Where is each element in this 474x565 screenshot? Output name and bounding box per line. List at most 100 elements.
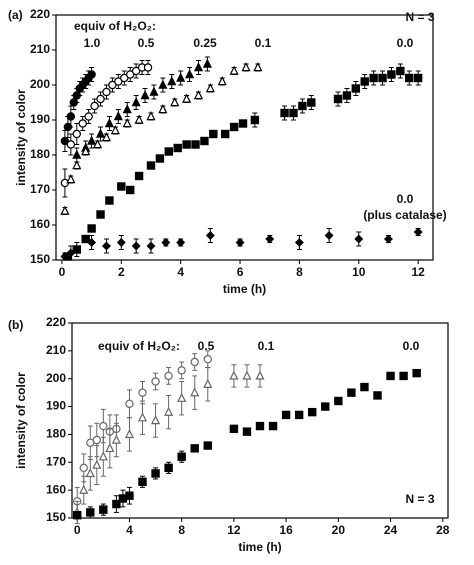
- marker: [102, 87, 111, 97]
- x-axis-label: time (h): [223, 282, 266, 296]
- marker: [242, 427, 252, 436]
- marker: [289, 108, 298, 118]
- marker: [324, 231, 334, 240]
- y-tick-label: 220: [30, 7, 50, 21]
- marker: [81, 146, 91, 156]
- marker: [217, 76, 227, 86]
- y-tick-label: 210: [30, 42, 50, 56]
- series-label: 0.1: [258, 339, 275, 353]
- marker: [190, 387, 200, 397]
- marker: [203, 441, 212, 450]
- marker: [66, 174, 76, 184]
- series-label: 0.0: [403, 339, 420, 353]
- y-tick-label: 150: [46, 510, 66, 524]
- x-tick-label: 20: [332, 523, 346, 537]
- marker: [294, 410, 304, 420]
- marker: [138, 388, 147, 397]
- marker: [384, 234, 393, 244]
- marker: [182, 93, 192, 103]
- x-tick-label: 8: [296, 265, 303, 279]
- marker: [360, 77, 369, 86]
- y-tick-label: 200: [30, 77, 50, 91]
- marker: [351, 84, 361, 93]
- legend-title: equiv of H₂O₂:: [98, 339, 180, 353]
- marker: [203, 378, 213, 388]
- marker: [96, 210, 105, 219]
- marker: [255, 370, 265, 380]
- series-label: 0.0: [397, 36, 414, 50]
- marker: [101, 132, 112, 142]
- marker: [99, 421, 108, 431]
- marker: [176, 238, 186, 247]
- marker: [146, 111, 156, 121]
- marker: [170, 97, 180, 107]
- marker: [307, 98, 316, 107]
- marker: [125, 399, 134, 408]
- marker: [399, 371, 408, 381]
- marker: [72, 245, 82, 254]
- marker: [413, 227, 423, 237]
- marker: [151, 469, 160, 478]
- marker: [131, 66, 141, 76]
- marker: [176, 72, 186, 82]
- y-tick-label: 170: [30, 182, 50, 196]
- y-tick-label: 160: [46, 482, 66, 496]
- marker: [280, 108, 289, 118]
- marker: [122, 118, 132, 128]
- marker: [229, 424, 239, 434]
- marker: [105, 196, 114, 205]
- marker: [138, 477, 147, 486]
- marker: [229, 65, 239, 75]
- marker: [122, 104, 132, 114]
- y-axis-label: intensity of color: [14, 372, 28, 469]
- marker: [111, 434, 121, 444]
- marker: [87, 238, 97, 247]
- y-tick-label: 210: [46, 343, 66, 357]
- marker: [360, 382, 369, 392]
- marker: [60, 205, 70, 215]
- x-tick-label: 24: [384, 523, 398, 537]
- marker: [190, 357, 199, 367]
- marker: [112, 499, 121, 509]
- marker: [342, 91, 352, 100]
- marker: [412, 368, 421, 378]
- marker: [104, 118, 115, 128]
- marker: [113, 111, 123, 121]
- series-label: 0.1: [255, 36, 272, 50]
- x-tick-label: 0: [59, 265, 66, 279]
- marker: [110, 125, 120, 135]
- marker: [265, 234, 275, 244]
- marker: [298, 101, 307, 111]
- marker: [229, 122, 239, 132]
- marker: [96, 94, 105, 104]
- y-tick-label: 150: [30, 252, 50, 266]
- marker: [177, 392, 187, 402]
- marker: [72, 129, 81, 139]
- marker: [60, 136, 70, 146]
- marker: [164, 147, 174, 156]
- marker: [209, 129, 218, 139]
- marker: [203, 355, 212, 364]
- series-label: 0.25: [193, 36, 217, 50]
- marker: [92, 139, 103, 149]
- marker: [66, 248, 76, 258]
- marker: [405, 73, 414, 83]
- marker: [185, 69, 195, 79]
- marker: [150, 415, 161, 425]
- marker: [413, 73, 423, 83]
- marker: [235, 238, 245, 247]
- annotation: N = 3: [405, 10, 434, 24]
- marker: [140, 90, 150, 100]
- y-tick-label: 220: [46, 315, 66, 329]
- marker: [84, 112, 93, 121]
- marker: [79, 463, 88, 473]
- marker: [255, 421, 265, 431]
- panel-label: (a): [8, 8, 23, 22]
- x-tick-label: 16: [279, 523, 293, 537]
- marker: [238, 119, 248, 128]
- marker: [124, 428, 135, 439]
- marker: [164, 406, 174, 416]
- marker: [193, 90, 204, 100]
- marker: [164, 371, 173, 381]
- series-label: 0.0: [397, 192, 414, 206]
